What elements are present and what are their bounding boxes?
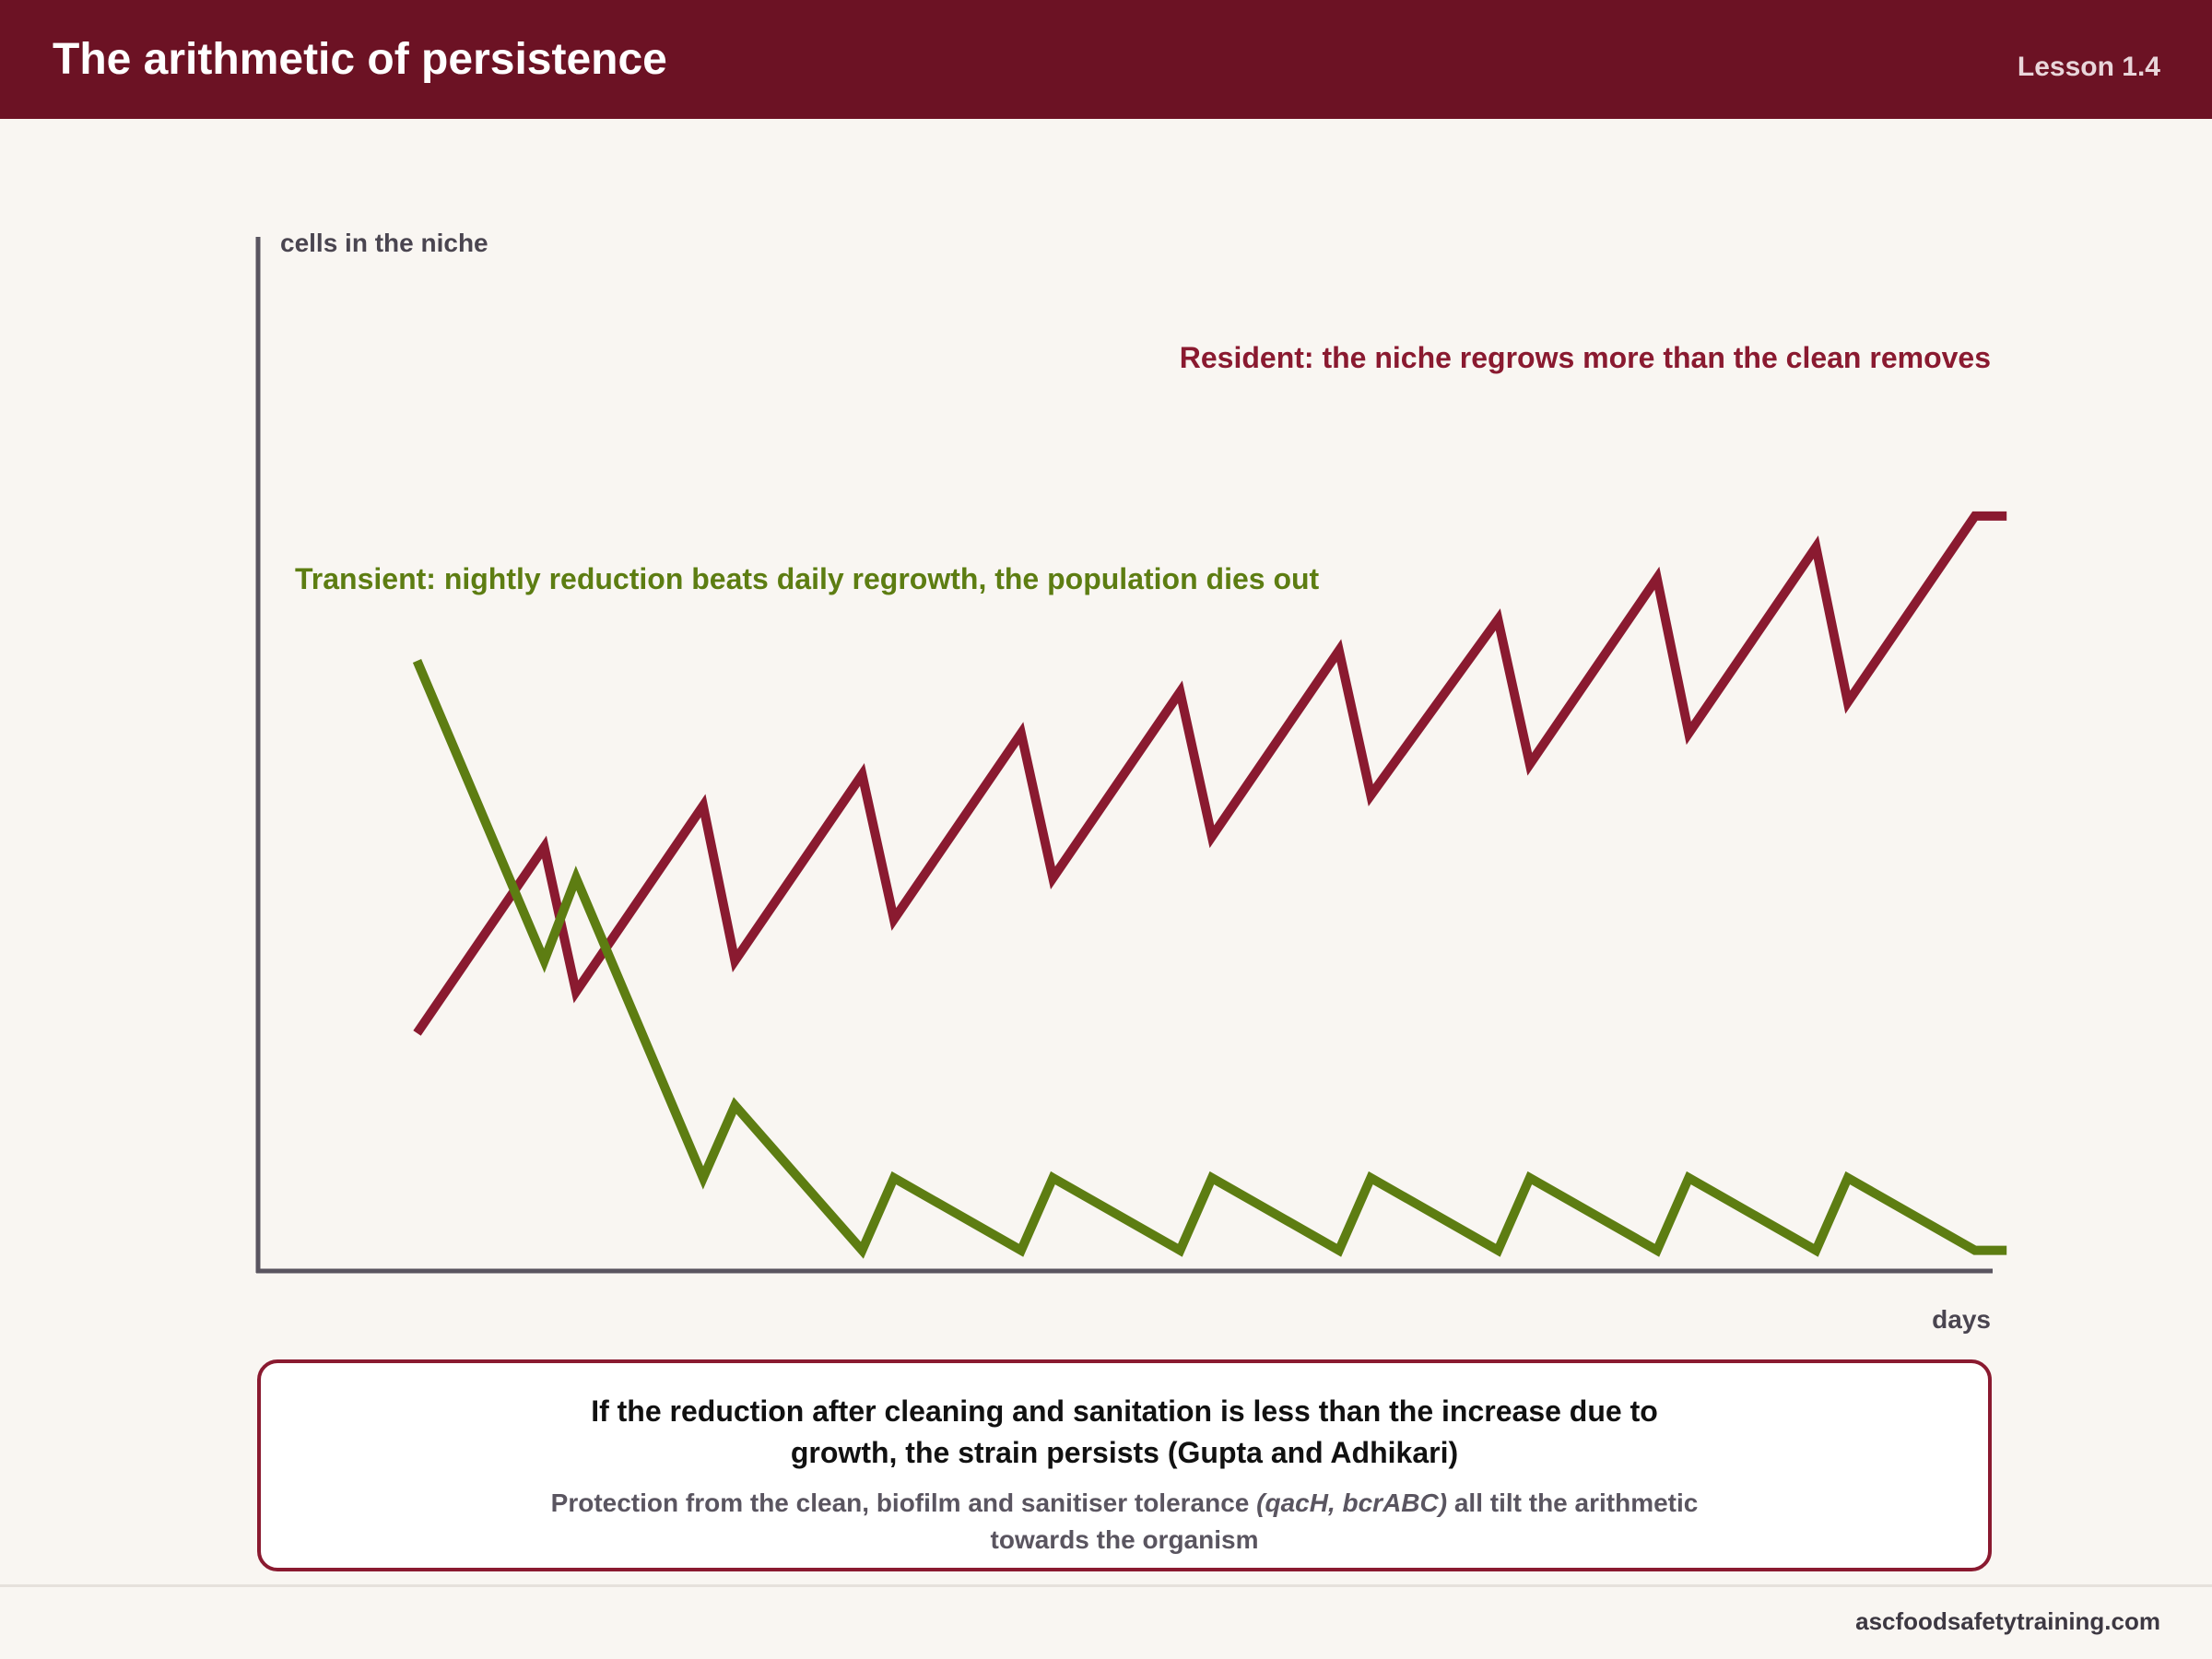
resident-series-label: Resident: the niche regrows more than th… (1180, 341, 1991, 374)
key-takeaway-callout: If the reduction after cleaning and sani… (257, 1359, 1992, 1571)
footer-site-link[interactable]: ascfoodsafetytraining.com (1855, 1607, 2160, 1635)
lesson-badge: Lesson 1.4 (2017, 52, 2160, 82)
x-axis-label: days (1932, 1305, 1991, 1334)
callout-main-text: If the reduction after cleaning and sani… (591, 1394, 1658, 1469)
footer-divider (0, 1584, 2212, 1587)
header-bar: The arithmetic of persistence Lesson 1.4 (0, 0, 2212, 119)
transient-series-label: Transient: nightly reduction beats daily… (295, 562, 1320, 595)
callout-sub-after: all tilt the arithmetic towards the orga… (990, 1488, 1699, 1554)
callout-sub-text: Protection from the clean, biofilm and s… (544, 1485, 1705, 1559)
resident-series-line (413, 511, 2007, 1036)
page-title: The arithmetic of persistence (53, 35, 667, 84)
callout-gene-names: (qacH, bcrABC) (1256, 1488, 1448, 1517)
y-axis-label: cells in the niche (280, 229, 488, 257)
callout-sub-before: Protection from the clean, biofilm and s… (550, 1488, 1257, 1517)
transient-series-line (412, 659, 2007, 1259)
